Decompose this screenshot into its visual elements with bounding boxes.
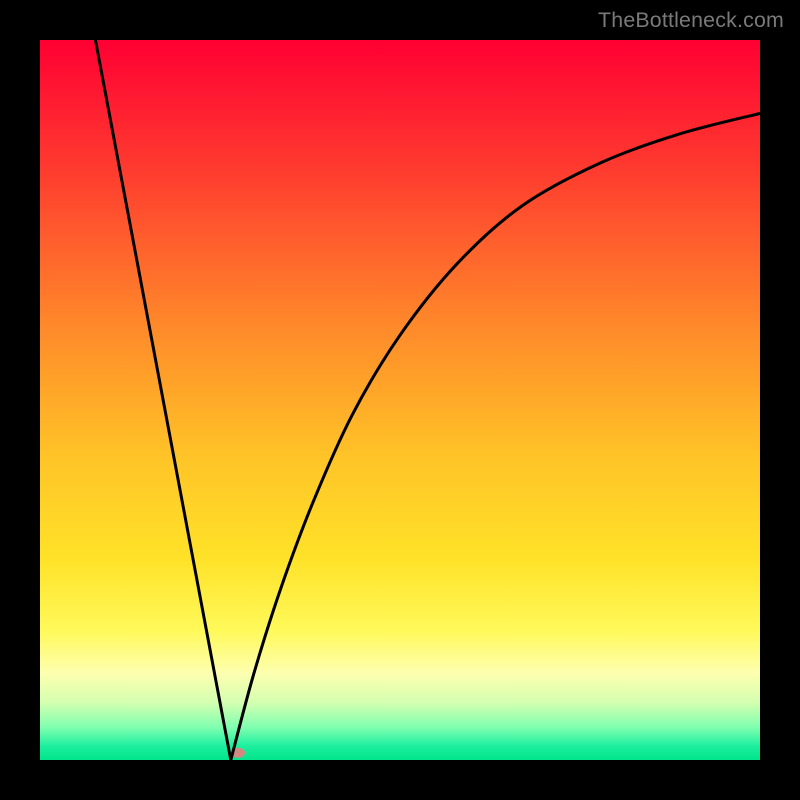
plot-area: [40, 40, 760, 760]
watermark-text: TheBottleneck.com: [598, 8, 784, 33]
gradient-background: [40, 40, 760, 760]
plot-svg: [40, 40, 760, 760]
chart-frame: TheBottleneck.com: [0, 0, 800, 800]
